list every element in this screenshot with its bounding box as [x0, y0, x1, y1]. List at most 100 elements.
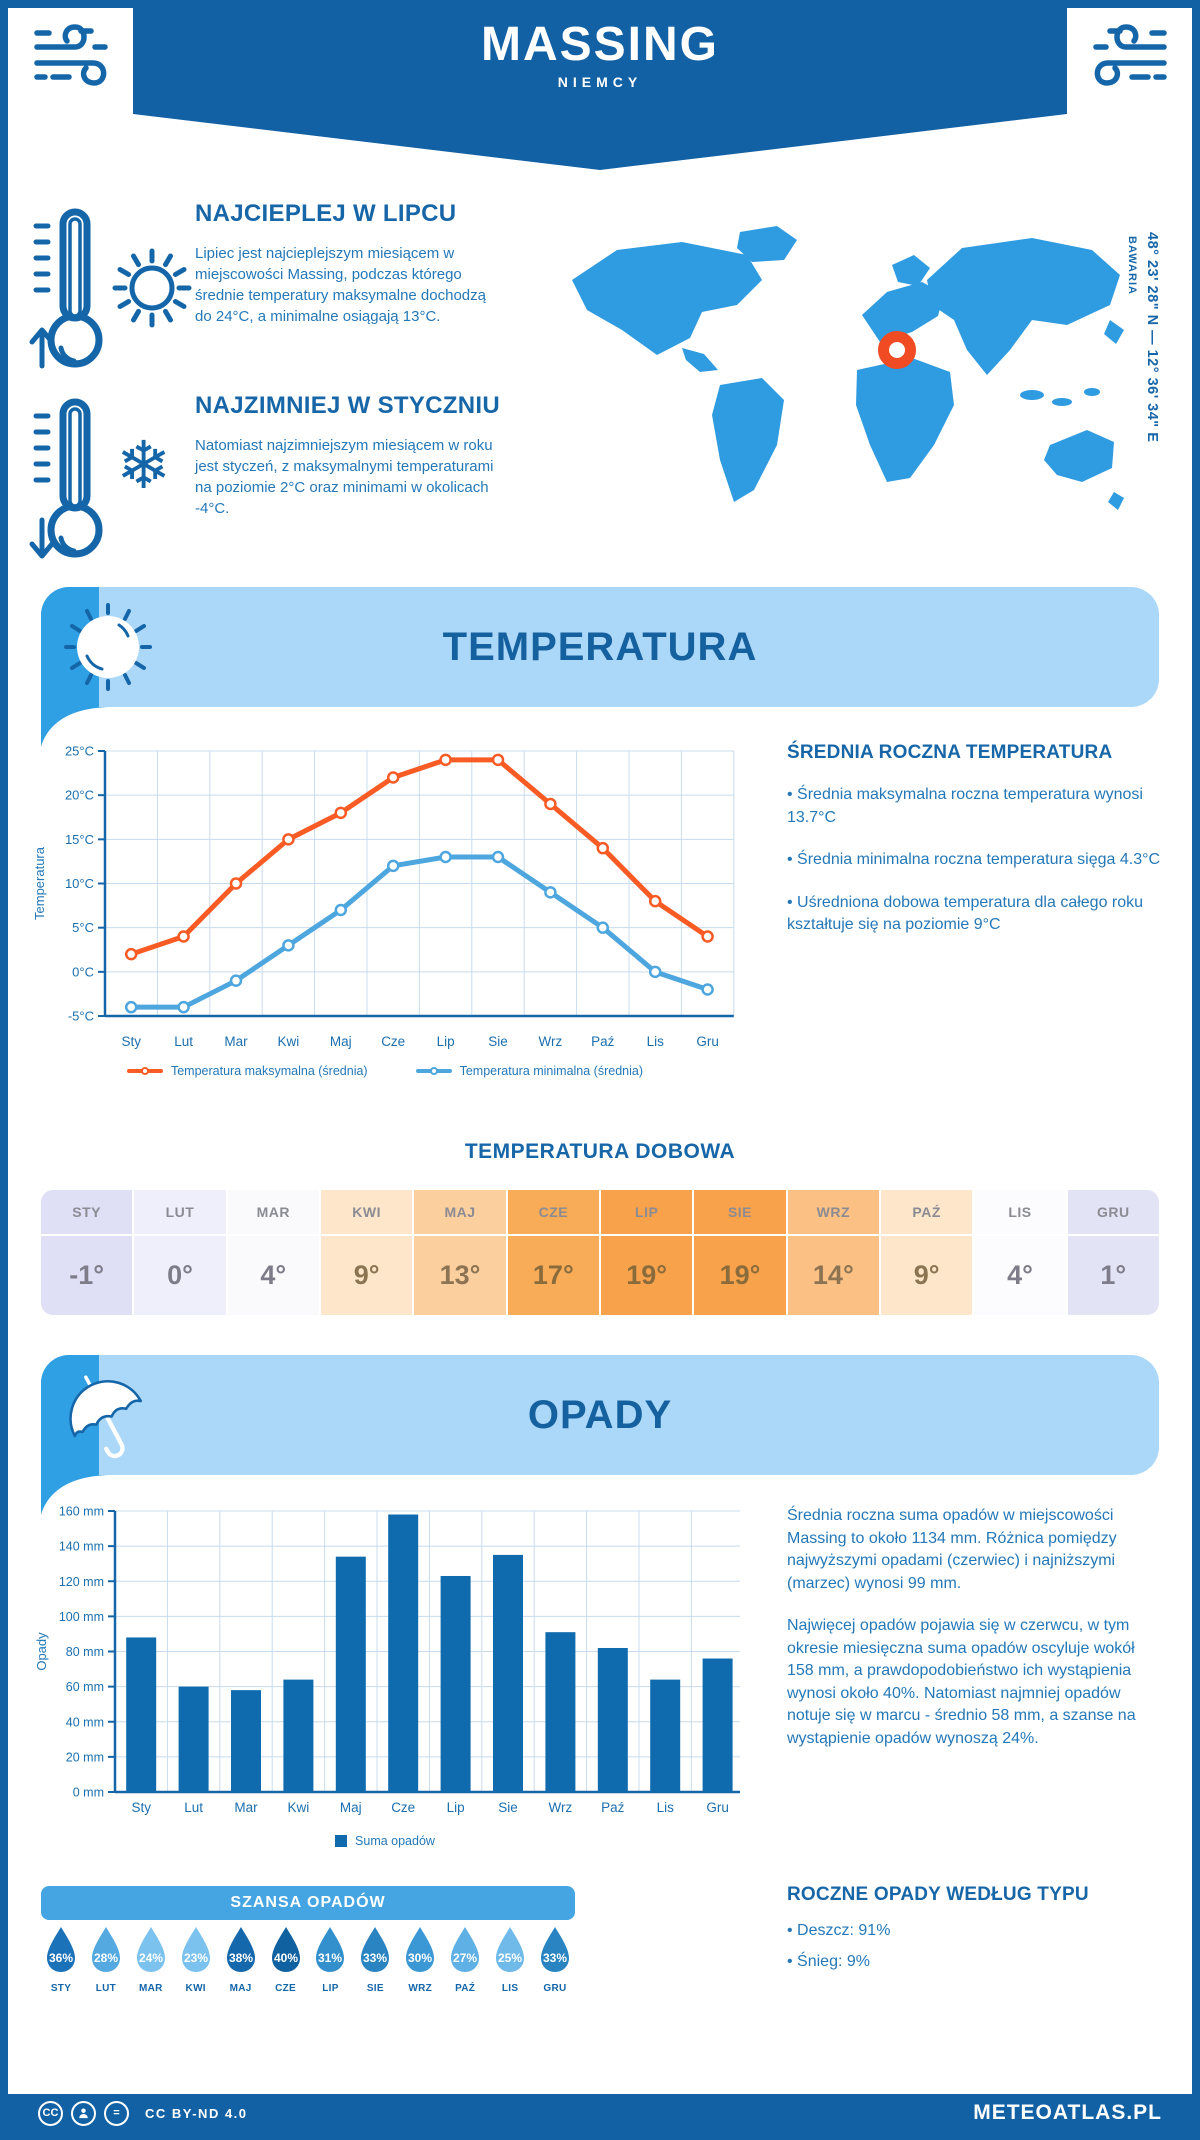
legend-label: Temperatura minimalna (średnia) [459, 1064, 643, 1078]
raindrop-icon: 25% [496, 1927, 525, 1972]
svg-text:40%: 40% [274, 1951, 298, 1965]
precipitation-chart-legend: Suma opadów [30, 1834, 740, 1848]
svg-text:60 mm: 60 mm [66, 1680, 104, 1694]
raindrop-icon: 40% [271, 1927, 300, 1972]
table-column: LIP 19° [601, 1190, 693, 1315]
footer-bar: CC = CC BY-ND 4.0 METEOATLAS.PL [8, 2094, 1192, 2132]
table-month-header: LIS [974, 1190, 1066, 1234]
table-temperature-value: 1° [1067, 1236, 1159, 1315]
svg-text:27%: 27% [453, 1951, 477, 1965]
chance-month-label: LIS [501, 1983, 519, 1994]
svg-text:Opady: Opady [34, 1632, 49, 1671]
svg-text:100 mm: 100 mm [59, 1610, 104, 1624]
svg-text:38%: 38% [229, 1951, 253, 1965]
chance-month-label: LUT [95, 1983, 117, 1994]
precipitation-paragraph: Najwięcej opadów pojawia się w czerwcu, … [787, 1617, 1136, 1747]
wind-icon [29, 17, 113, 106]
svg-text:Sty: Sty [121, 1034, 141, 1049]
table-month-header: GRU [1067, 1190, 1159, 1234]
chance-month-label: SIE [366, 1983, 384, 1994]
table-temperature-value: 17° [507, 1236, 599, 1315]
table-column: LIS 4° [974, 1190, 1066, 1315]
header-corner-right [1067, 8, 1192, 114]
temperature-section-band: TEMPERATURA [41, 587, 1159, 747]
table-month-header: PAŹ [881, 1190, 973, 1234]
precipitation-types-title: ROCZNE OPADY WEDŁUG TYPU [787, 1884, 1089, 1905]
raindrop-icon: 27% [451, 1927, 480, 1972]
svg-text:0 mm: 0 mm [73, 1786, 104, 1800]
table-temperature-value: -1° [41, 1236, 133, 1315]
table-month-header: MAJ [414, 1190, 506, 1234]
legend-line-marker [126, 1067, 163, 1075]
precipitation-text-block: Średnia roczna suma opadów w miejscowośc… [787, 1505, 1162, 1750]
thermometer-down-icon [28, 388, 123, 568]
table-month-header: STY [41, 1190, 133, 1234]
chance-month-label: STY [50, 1983, 72, 1994]
wind-icon [1088, 17, 1172, 106]
chance-droplet-cell: 36% STY [41, 1926, 81, 1994]
cold-text: Natomiast najzimniejszym miesiącem w rok… [195, 437, 494, 517]
table-temperature-value: 0° [134, 1236, 226, 1315]
svg-text:33%: 33% [363, 1951, 387, 1965]
svg-text:20°C: 20°C [65, 788, 94, 803]
svg-text:24%: 24% [139, 1951, 163, 1965]
svg-text:Gru: Gru [706, 1800, 729, 1815]
table-column: MAR 4° [227, 1190, 319, 1315]
precipitation-chart: 0 mm 20 mm 40 mm 60 mm 80 mm 100 mm 120 mm 140 … [30, 1498, 745, 1829]
table-month-header: KWI [321, 1190, 413, 1234]
world-map [562, 220, 1132, 550]
chance-month-label: MAR [138, 1983, 163, 1994]
svg-text:-5°C: -5°C [68, 1009, 94, 1024]
table-column: MAJ 13° [414, 1190, 506, 1315]
chance-month-label: GRU [543, 1983, 567, 1994]
band-swoosh [41, 707, 113, 752]
cold-highlight: NAJZIMNIEJ W STYCZNIU Natomiast najzimni… [195, 392, 505, 519]
svg-text:25%: 25% [498, 1951, 522, 1965]
type-bullet: • Śnieg: 9% [787, 1952, 870, 1970]
chance-droplet-cell: 25% LIS [490, 1926, 530, 1994]
raindrop-icon: 28% [91, 1927, 120, 1972]
svg-text:Maj: Maj [330, 1034, 352, 1049]
svg-text:Sie: Sie [498, 1800, 518, 1815]
chance-month-label: WRZ [408, 1983, 433, 1994]
umbrella-icon [55, 1365, 159, 1474]
temperature-chart-legend: Temperatura maksymalna (średnia) Temperat… [30, 1064, 740, 1078]
raindrop-icon: 30% [406, 1927, 435, 1972]
table-column: CZE 17° [507, 1190, 599, 1315]
license-label: CC BY-ND 4.0 [145, 2105, 248, 2121]
region-label: BAWARIA [1126, 236, 1138, 295]
svg-text:Cze: Cze [391, 1800, 415, 1815]
snowflake-icon: ❄ [116, 428, 172, 502]
legend-label: Temperatura maksymalna (średnia) [170, 1064, 368, 1078]
svg-text:Temperatura: Temperatura [32, 846, 47, 920]
type-bullet: • Deszcz: 91% [787, 1922, 891, 1939]
svg-text:0°C: 0°C [72, 964, 94, 979]
table-month-header: CZE [507, 1190, 599, 1234]
table-temperature-value: 14° [787, 1236, 879, 1315]
table-month-header: MAR [227, 1190, 319, 1234]
table-column: SIE 19° [694, 1190, 786, 1315]
annual-temperature-block: ŚREDNIA ROCZNA TEMPERATURA • Średnia mak… [787, 742, 1162, 937]
site-label: METEOATLAS.PL [973, 2101, 1162, 2124]
svg-text:Sty: Sty [131, 1800, 151, 1815]
svg-text:15°C: 15°C [65, 832, 94, 847]
table-month-header: LUT [134, 1190, 226, 1234]
thermometer-up-icon [28, 198, 123, 378]
chance-droplet-cell: 27% PAŹ [445, 1926, 485, 1994]
table-temperature-value: 4° [227, 1236, 319, 1315]
svg-text:36%: 36% [49, 1951, 73, 1965]
warm-highlight: NAJCIEPLEJ W LIPCU Lipiec jest najcieple… [195, 200, 495, 327]
location-marker [878, 331, 916, 369]
raindrop-icon: 23% [181, 1927, 210, 1972]
chance-month-label: KWI [185, 1983, 206, 1994]
chance-month-label: PAŹ [455, 1983, 476, 1994]
country-subtitle: NIEMCY [557, 74, 643, 90]
table-column: LUT 0° [134, 1190, 226, 1315]
raindrop-icon: 33% [361, 1927, 390, 1972]
svg-text:Paź: Paź [591, 1034, 615, 1049]
svg-text:25°C: 25°C [65, 744, 94, 759]
chance-droplet-cell: 33% GRU [535, 1926, 575, 1994]
header-title-block: MASSING NIEMCY [133, 8, 1067, 114]
annual-temperature-title: ŚREDNIA ROCZNA TEMPERATURA [787, 742, 1113, 763]
